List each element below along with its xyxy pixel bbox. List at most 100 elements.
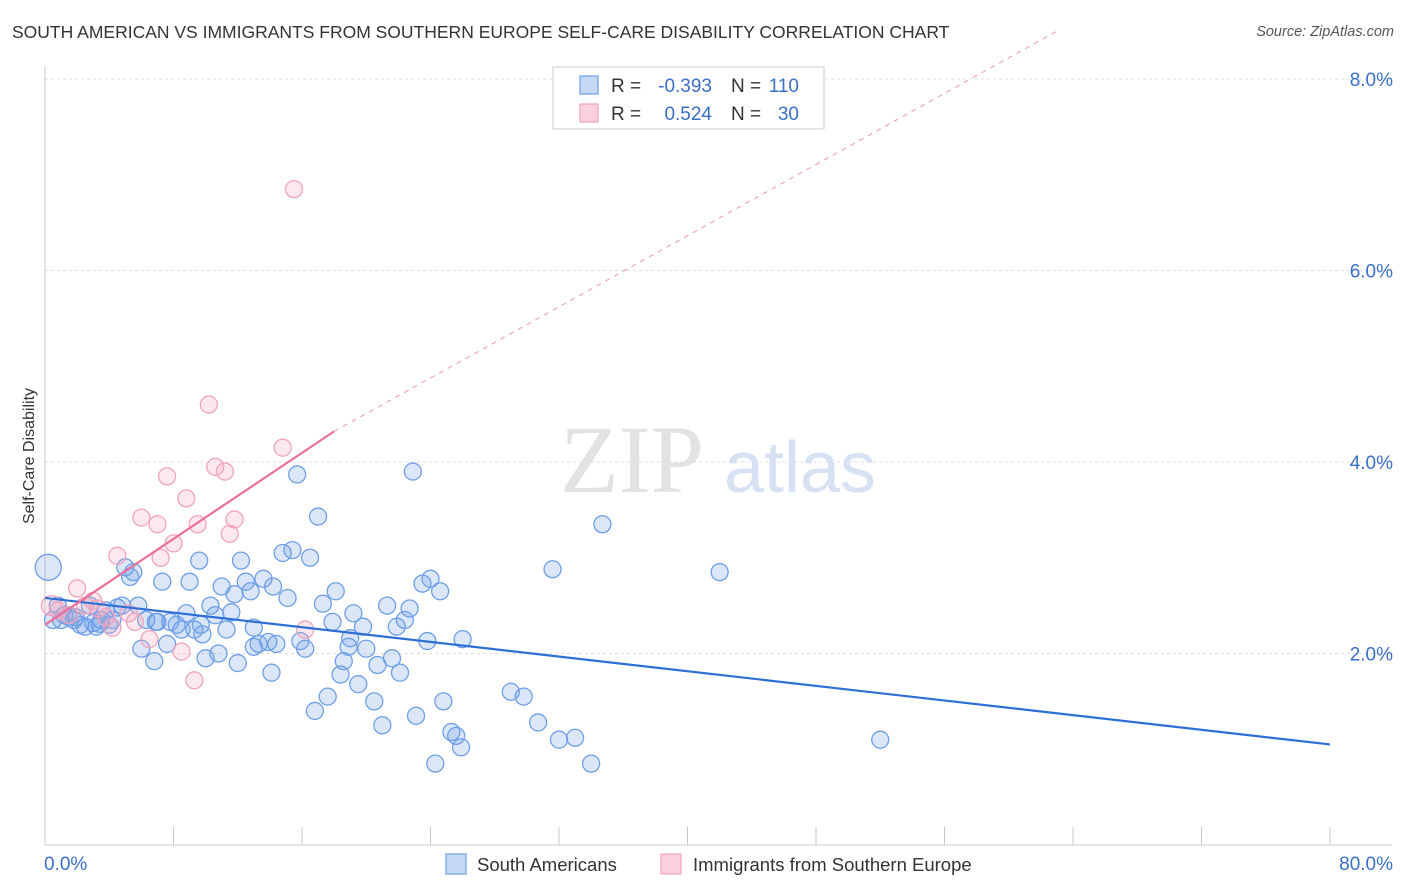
blue-point [222,603,241,622]
stats-blue-r-value: -0.393 [658,76,712,97]
blue-point [263,577,283,596]
pink-point [220,524,239,543]
blue-point [390,663,410,682]
blue-point [326,582,345,601]
pink-point [225,510,244,529]
watermark: ZIP atlas [560,406,876,513]
pink-point [132,508,151,527]
pink-point [140,629,159,649]
pink-trend-extension [333,30,1058,432]
blue-point [278,588,297,608]
y-axis-label: Self-Care Disability [21,388,38,524]
pink-point [157,467,177,486]
watermark-atlas: atlas [724,428,876,508]
trend-layer [44,30,1331,746]
stats-blue-n-value: 110 [769,76,799,97]
blue-point [331,665,350,684]
blue-point [710,562,729,582]
blue-point [434,692,453,711]
stats-pink-r-value: 0.524 [664,104,712,125]
pink-point [151,548,170,567]
blue-point [344,604,363,623]
blue-point [254,569,273,588]
blue-point [191,615,210,634]
legend-blue-swatch [445,853,467,875]
legend-pink-swatch [660,853,682,875]
blue-point [377,596,397,615]
blue-point [426,754,445,773]
pink-point [199,395,218,414]
blue-point [323,612,342,632]
source-credit: Source: ZipAtlas.com [1256,24,1394,40]
chart-title: SOUTH AMERICAN VS IMMIGRANTS FROM SOUTHE… [12,22,950,42]
blue-point [368,655,387,675]
blue-point [217,620,236,639]
blue-point [549,730,569,749]
ticks-layer: 2.0% 4.0% 6.0% 8.0% 0.0% 80.0% [44,70,1393,875]
stats-blue-swatch [579,75,599,95]
blue-point [305,701,325,721]
stats-box: R = -0.393 N = 110 R = 0.524 N = 30 [552,66,825,130]
y-tick-label: 4.0% [1350,453,1393,474]
pink-point [67,579,87,598]
axes-layer [44,66,1392,846]
points-layer [34,179,890,773]
blue-point [565,728,585,747]
blue-point [447,726,466,745]
pink-point [185,671,204,690]
pink-point [215,462,235,481]
blue-point [334,652,353,671]
blue-point [262,663,281,682]
pink-point [108,546,127,565]
blue-point [296,639,315,658]
blue-point [528,713,548,732]
blue-point [283,540,302,560]
pink-point [96,607,116,627]
blue-point [236,572,255,591]
y-tick-label: 8.0% [1350,70,1393,91]
pink-point [148,515,167,534]
blue-point [581,754,601,773]
pink-point [177,489,196,508]
blue-point [300,548,320,567]
blue-point [231,551,251,570]
watermark-zip: ZIP [560,406,704,513]
blue-point [157,634,177,654]
stats-blue-n-label: N = [731,76,761,97]
y-tick-label: 6.0% [1350,262,1393,283]
blue-point [453,629,472,649]
x-tick-label-min: 0.0% [44,854,87,875]
blue-point [201,596,220,615]
blue-point [34,553,62,581]
grid-layer [45,78,1392,654]
blue-point [209,644,228,663]
legend: South Americans Immigrants from Southern… [445,853,972,875]
pink-point [273,438,292,457]
blue-point [313,594,333,613]
blue-point [349,674,368,694]
blue-point [406,706,426,725]
legend-pink-label: Immigrants from Southern Europe [693,854,972,875]
blue-point [373,716,392,735]
blue-point [514,687,533,706]
pink-point [284,179,304,199]
blue-point [395,610,414,630]
stats-pink-n-value: 30 [778,104,799,125]
stats-blue-r-label: R = [611,76,641,97]
blue-point [146,612,165,632]
stats-pink-swatch [579,103,599,123]
blue-point [421,569,440,588]
legend-blue-label: South Americans [477,854,617,875]
blue-point [145,652,164,671]
blue-point [244,637,263,656]
pink-point [206,457,225,476]
blue-point [871,730,890,749]
blue-trend-line [44,596,1331,746]
blue-point [228,653,247,673]
pink-point [125,612,145,632]
pink-point [296,620,315,639]
blue-point [288,465,307,484]
blue-point [357,639,376,658]
blue-point [267,634,286,654]
